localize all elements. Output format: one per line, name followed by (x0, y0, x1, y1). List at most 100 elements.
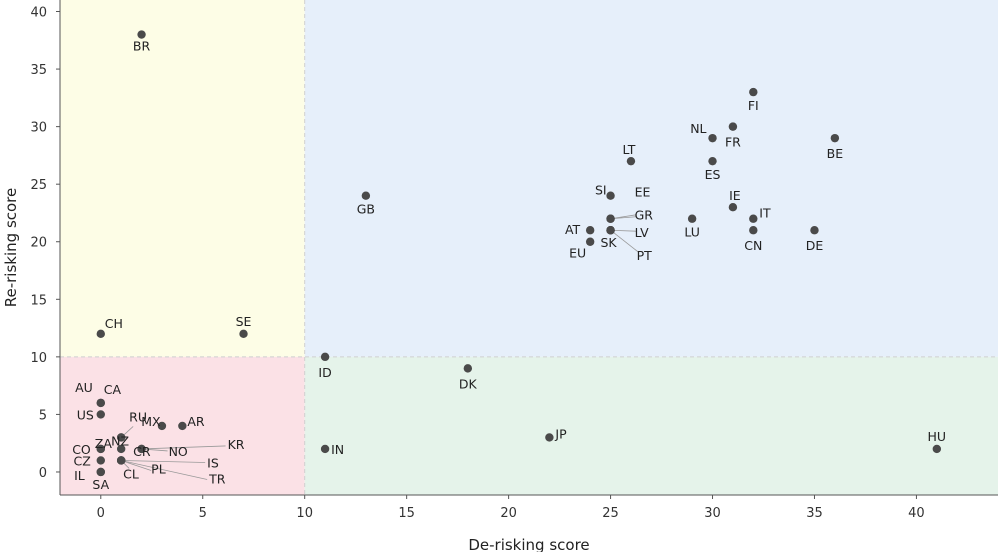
y-tick-label: 30 (30, 121, 47, 136)
point-label-es: ES (705, 167, 721, 182)
point-label-is: IS (207, 455, 219, 470)
point-label-za: ZA (95, 436, 113, 451)
data-point-eu (585, 237, 595, 246)
leader-line-pl (121, 460, 152, 471)
point-label-be: BE (827, 146, 844, 161)
leader-line-pt (610, 229, 639, 253)
data-point-at (585, 226, 595, 235)
quadrant-backgrounds (60, 0, 998, 495)
data-point-jp (545, 433, 554, 442)
point-label-gb: GB (357, 202, 375, 217)
point-label-ee: EE (635, 185, 651, 200)
data-point-us (96, 410, 105, 419)
y-tick-label: 0 (39, 466, 47, 481)
point-label-at: AT (565, 222, 581, 237)
point-label-de: DE (806, 238, 824, 253)
point-label-cr: CR (133, 444, 151, 459)
data-point-mx (157, 421, 167, 431)
point-label-no: NO (169, 444, 188, 459)
data-point-sa (96, 467, 105, 477)
leader-lines (120, 214, 639, 480)
data-point-in (320, 444, 330, 454)
point-label-ru: RU (129, 409, 147, 424)
point-label-co: CO (72, 442, 91, 457)
x-tick-label: 40 (908, 506, 925, 521)
leader-line-tr (121, 460, 208, 480)
point-label-br: BR (133, 39, 151, 54)
leader-line-kr (141, 445, 226, 450)
data-point-ie (728, 203, 738, 212)
point-label-lt: LT (623, 142, 636, 157)
point-label-us: US (77, 407, 94, 422)
point-label-in: IN (331, 442, 344, 457)
point-labels: BR CH SE GB FI NL FR BE LT ES SI EE GR AT LV EU SK PT LU IE… (72, 39, 946, 492)
data-point-nz (116, 433, 126, 442)
point-label-nl: NL (690, 121, 706, 136)
x-tick-label: 35 (806, 506, 823, 521)
data-point-kr (137, 444, 146, 454)
point-label-ar: AR (187, 414, 205, 429)
y-tick-label: 15 (30, 293, 47, 308)
threshold-lines (60, 0, 998, 495)
data-point-gb (361, 191, 371, 200)
data-point-id (320, 352, 330, 362)
point-label-fr: FR (725, 135, 741, 150)
y-tick-label: 40 (30, 6, 47, 21)
point-label-ca: CA (104, 382, 122, 397)
data-point-pt (606, 226, 615, 235)
data-point-it (749, 214, 758, 223)
x-axis-title: De-risking score (468, 536, 589, 552)
data-point-hu (932, 444, 942, 454)
point-label-dk: DK (459, 376, 478, 391)
point-label-sa: SA (92, 477, 109, 492)
data-point-dk (463, 364, 473, 373)
data-point-co (96, 444, 105, 454)
tick-labels: 0 5 10 15 20 25 30 35 40 0 5 10 15 20 25 30 35 40 (30, 6, 924, 521)
data-point-fi (749, 87, 758, 97)
point-label-tr: TR (208, 471, 226, 486)
quadrant-top-right (304, 0, 998, 357)
data-point-lu (687, 214, 697, 223)
point-label-cz: CZ (73, 453, 90, 468)
leader-line-gr (610, 214, 637, 220)
y-tick-label: 35 (30, 63, 47, 78)
data-point-ar (178, 421, 187, 431)
x-tick-label: 10 (296, 506, 313, 521)
data-point-br (137, 30, 146, 39)
data-point-es (708, 156, 717, 166)
point-label-hu: HU (928, 429, 947, 444)
point-label-si: SI (595, 183, 607, 198)
point-label-lu: LU (684, 225, 700, 240)
data-point-si (606, 191, 615, 200)
point-label-sk: SK (600, 235, 617, 250)
point-label-nz: NZ (111, 433, 129, 448)
x-tick-label: 30 (704, 506, 721, 521)
point-label-fi: FI (748, 98, 759, 113)
x-tick-label: 20 (500, 506, 517, 521)
x-tick-label: 0 (97, 506, 105, 521)
point-label-id: ID (318, 365, 331, 380)
point-label-il: IL (74, 468, 85, 483)
point-label-au: AU (75, 380, 93, 395)
data-point-be (830, 133, 840, 143)
data-point-cz (96, 456, 105, 465)
leader-line-no (141, 448, 168, 452)
data-point-tr (116, 456, 126, 465)
leader-line-is (121, 460, 206, 463)
x-tick-label: 15 (398, 506, 415, 521)
point-label-pt: PT (637, 248, 653, 263)
x-tick-label: 5 (199, 506, 207, 521)
quadrant-bottom-right (304, 356, 998, 495)
point-label-kr: KR (228, 437, 245, 452)
point-label-cn: CN (744, 238, 762, 253)
point-label-ch: CH (105, 316, 123, 331)
leader-line-lv (610, 229, 637, 232)
data-point-ca (96, 398, 105, 408)
quadrant-top-left (60, 0, 305, 357)
y-tick-label: 10 (30, 351, 47, 366)
data-point-nl (708, 133, 717, 143)
axes (59, 0, 998, 496)
point-label-gr: GR (635, 208, 654, 223)
point-label-eu: EU (569, 246, 586, 261)
